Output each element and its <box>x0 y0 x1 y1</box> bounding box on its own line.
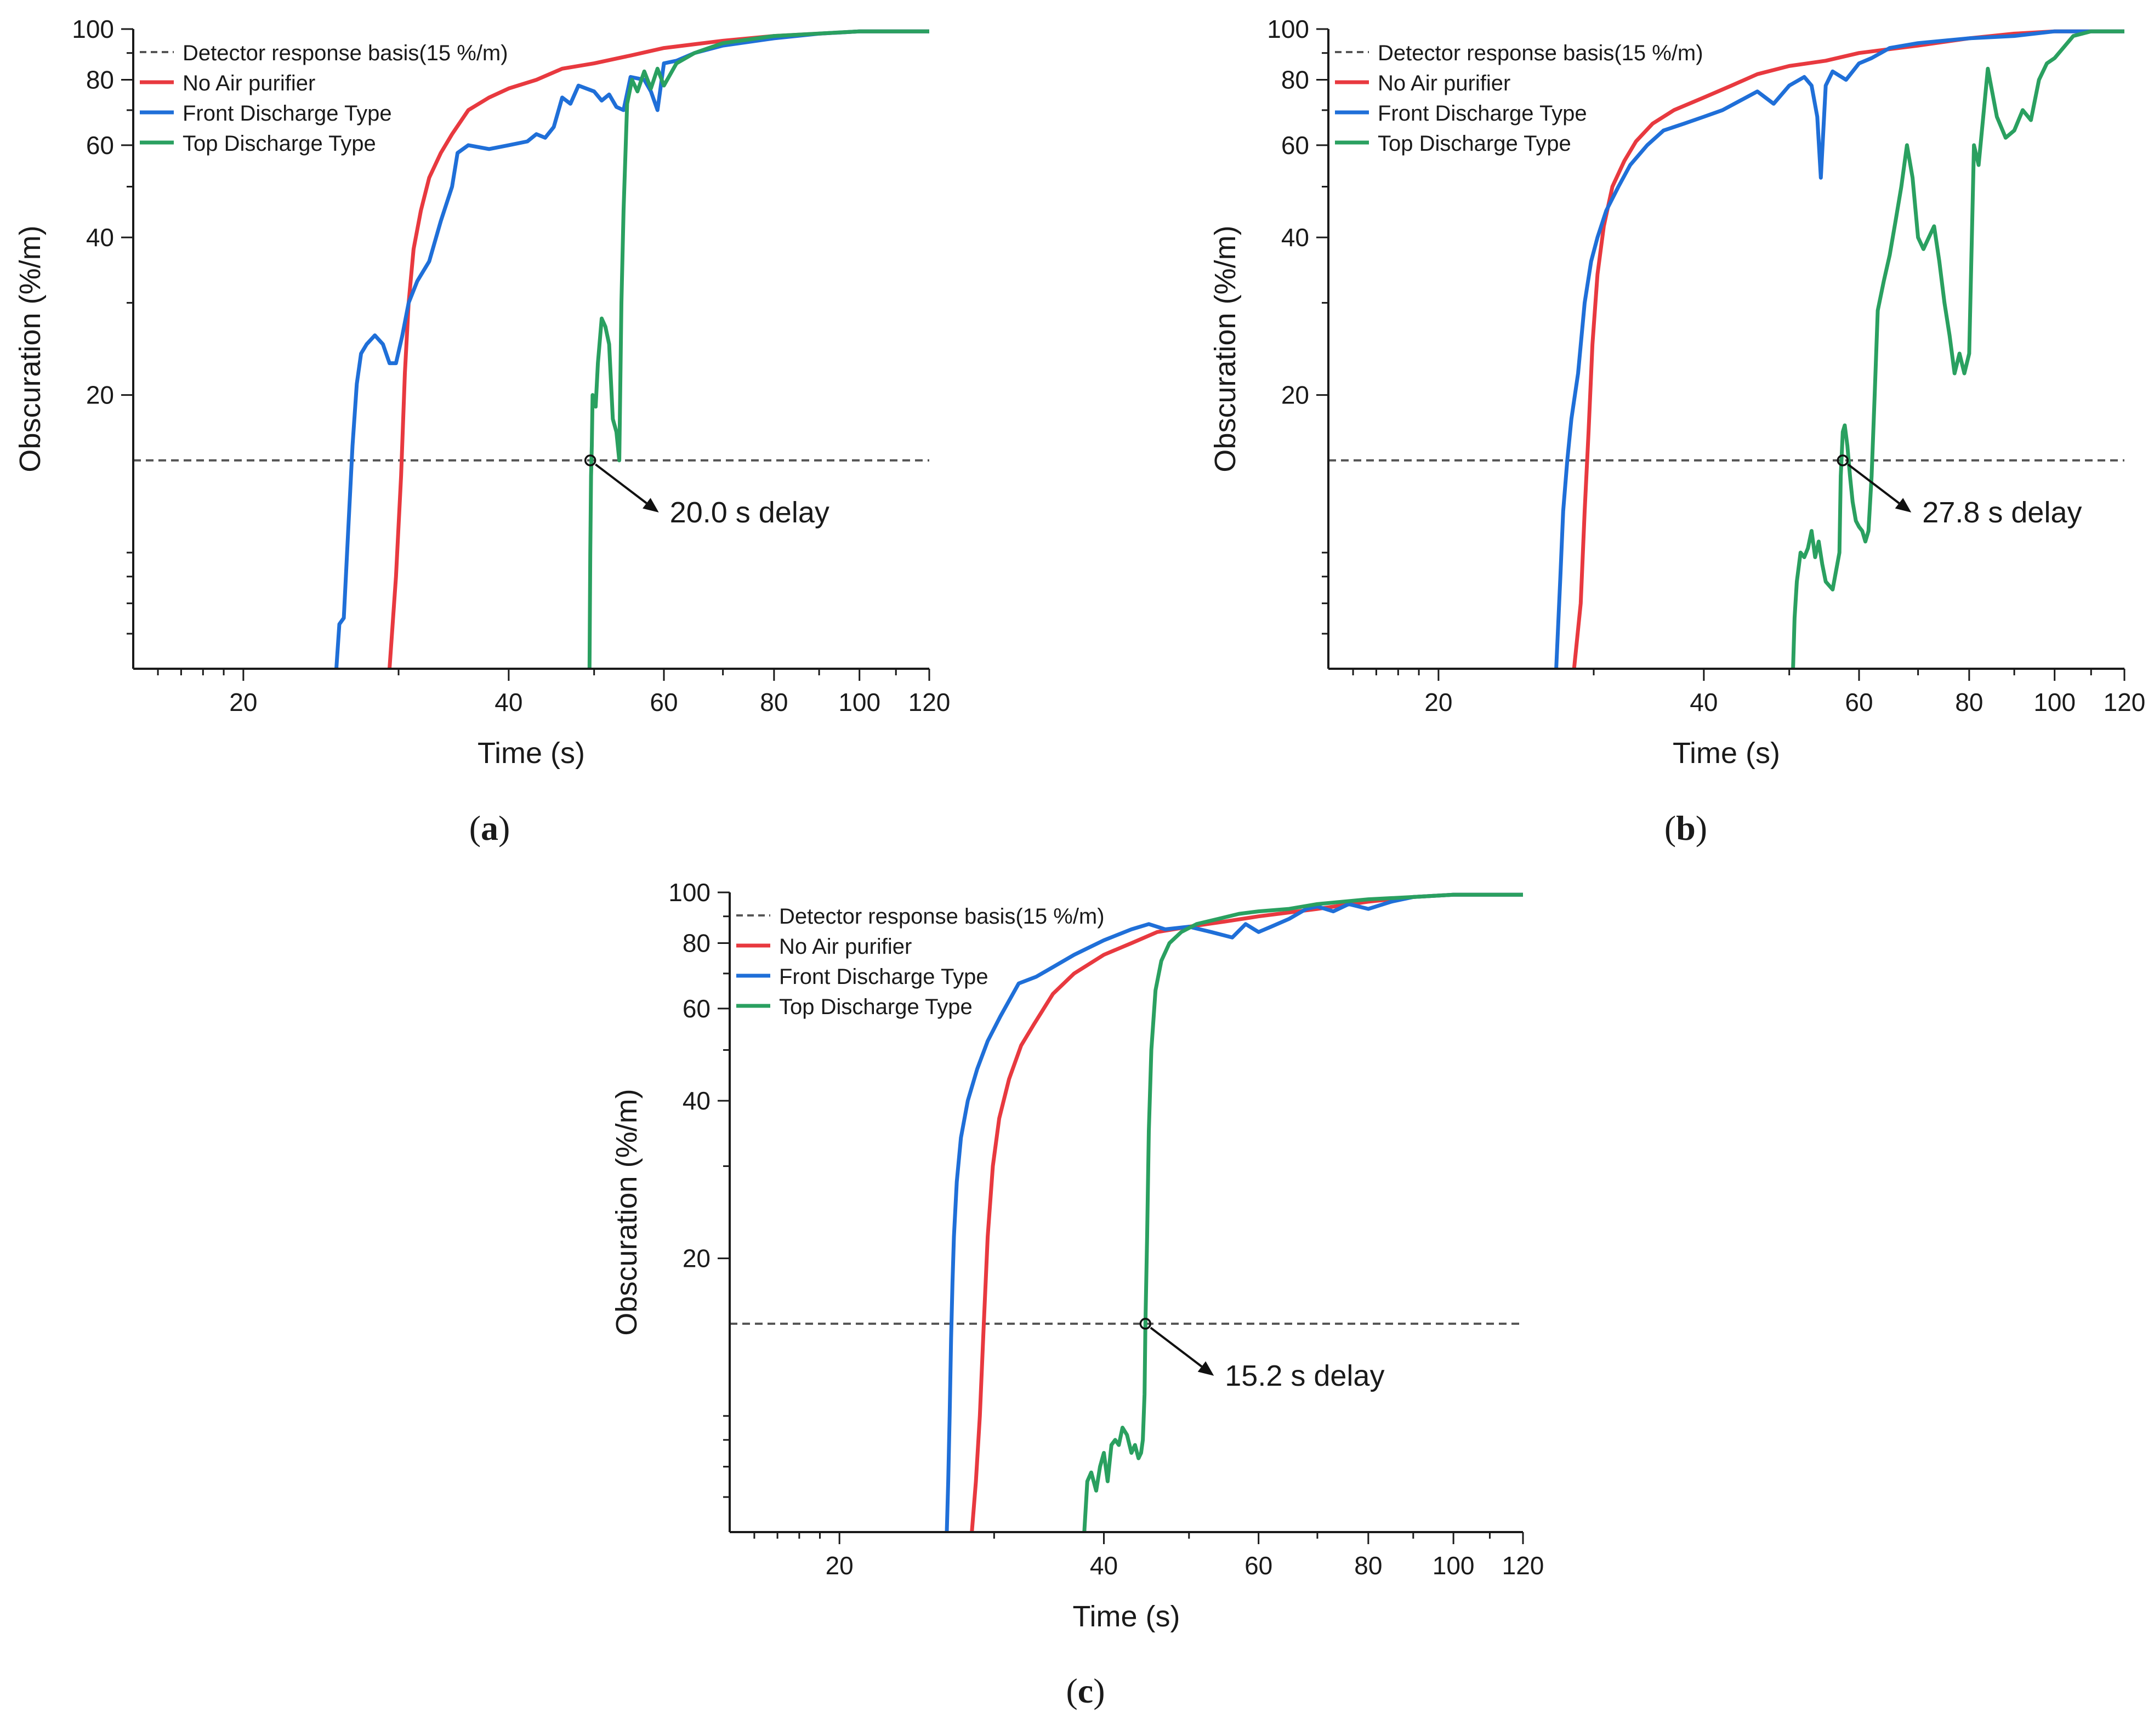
legend-label: Detector response basis(15 %/m) <box>183 41 508 65</box>
x-tick-label: 60 <box>1244 1551 1272 1580</box>
y-tick-label: 40 <box>683 1086 711 1115</box>
legend: Detector response basis(15 %/m) No Air pu… <box>736 904 1105 1019</box>
series-line-top-discharge <box>1791 29 2124 669</box>
x-tick-label: 40 <box>1090 1551 1118 1580</box>
y-tick-label: 40 <box>86 223 114 252</box>
annotation-text: 15.2 s delay <box>1225 1359 1384 1392</box>
x-tick-label: 20 <box>1424 688 1452 716</box>
x-tick-label: 20 <box>826 1551 854 1580</box>
legend-label: Front Discharge Type <box>1378 101 1587 126</box>
y-tick-label: 20 <box>86 381 114 409</box>
x-tick-label: 40 <box>495 688 522 716</box>
x-tick-label: 100 <box>838 688 880 716</box>
y-tick-label: 100 <box>668 878 711 907</box>
legend: Detector response basis(15 %/m) No Air pu… <box>1335 41 1703 156</box>
y-tick-label: 80 <box>86 66 114 94</box>
x-tick-label: 100 <box>2033 688 2076 716</box>
x-axis-title: Time (s) <box>1673 737 1780 770</box>
annotation-arrowhead <box>643 498 659 513</box>
panel-a: 20 40 60 80 100 120 20 40 60 80 100 Time (s) Obscura… <box>14 15 950 847</box>
x-tick-label: 20 <box>229 688 257 716</box>
annotation-marker <box>584 454 596 466</box>
legend-label: No Air purifier <box>1378 71 1510 95</box>
y-tick-label: 100 <box>72 15 114 43</box>
x-tick-label: 100 <box>1433 1551 1475 1580</box>
y-tick-label: 60 <box>683 994 711 1023</box>
x-tick-label: 60 <box>650 688 678 716</box>
legend-label: Front Discharge Type <box>779 965 988 989</box>
annotation-text: 27.8 s delay <box>1922 496 2082 529</box>
legend-label: Top Discharge Type <box>183 132 376 156</box>
panel-c: 20 40 60 80 100 120 20 40 60 80 100 Time (s) Obscura… <box>610 878 1544 1710</box>
y-axis-title: Obscuration (%/m) <box>610 1089 643 1335</box>
panel-caption: (a) <box>469 809 510 847</box>
annotation-arrowhead <box>1197 1361 1214 1376</box>
annotation-text: 20.0 s delay <box>670 496 829 529</box>
legend-label: No Air purifier <box>183 71 315 95</box>
legend-label: No Air purifier <box>779 935 912 959</box>
legend-label: Detector response basis(15 %/m) <box>779 904 1105 929</box>
series-line-no-air-purifier <box>970 892 1523 1532</box>
panel-caption: (b) <box>1664 809 1707 847</box>
y-axis-title: Obscuration (%/m) <box>14 225 47 472</box>
legend-label: Top Discharge Type <box>779 995 973 1019</box>
annotation-arrow <box>1150 1327 1203 1368</box>
x-tick-label: 120 <box>908 688 951 716</box>
x-tick-label: 120 <box>1502 1551 1544 1580</box>
legend-label: Detector response basis(15 %/m) <box>1378 41 1703 65</box>
series-line-front-discharge <box>945 892 1523 1532</box>
y-axis-title: Obscuration (%/m) <box>1209 225 1242 472</box>
series-line-no-air-purifier <box>1572 29 2124 669</box>
annotation-arrow <box>595 463 647 504</box>
series-line-top-discharge <box>587 29 929 669</box>
annotation-arrowhead <box>1895 498 1912 513</box>
x-tick-label: 80 <box>1955 688 1983 716</box>
x-tick-label: 120 <box>2104 688 2146 716</box>
x-axis-title: Time (s) <box>478 737 585 770</box>
panel-b: 20 40 60 80 100 120 20 40 60 80 100 Time (s) Obscura… <box>1209 15 2145 847</box>
annotation-marker <box>1837 454 1849 466</box>
x-tick-label: 60 <box>1845 688 1873 716</box>
y-tick-label: 60 <box>1281 131 1309 160</box>
y-tick-label: 60 <box>86 131 114 160</box>
legend-label: Top Discharge Type <box>1378 132 1571 156</box>
x-tick-label: 80 <box>1354 1551 1382 1580</box>
x-tick-label: 40 <box>1690 688 1718 716</box>
legend-label: Front Discharge Type <box>183 101 392 126</box>
series-line-front-discharge <box>1554 29 2124 669</box>
y-tick-label: 80 <box>1281 66 1309 94</box>
y-tick-label: 40 <box>1281 223 1309 252</box>
series-line-top-discharge <box>1082 892 1523 1532</box>
y-tick-label: 80 <box>683 929 711 958</box>
x-axis-title: Time (s) <box>1073 1600 1180 1633</box>
legend: Detector response basis(15 %/m) No Air pu… <box>140 41 508 156</box>
panel-caption: (c) <box>1066 1671 1105 1710</box>
series-line-no-air-purifier <box>388 29 929 669</box>
series-line-front-discharge <box>334 29 929 669</box>
y-tick-label: 20 <box>1281 381 1309 409</box>
x-tick-label: 80 <box>760 688 788 716</box>
y-tick-label: 20 <box>683 1244 711 1273</box>
annotation-marker <box>1139 1318 1152 1330</box>
y-tick-label: 100 <box>1267 15 1309 43</box>
annotation-arrow <box>1847 463 1900 504</box>
